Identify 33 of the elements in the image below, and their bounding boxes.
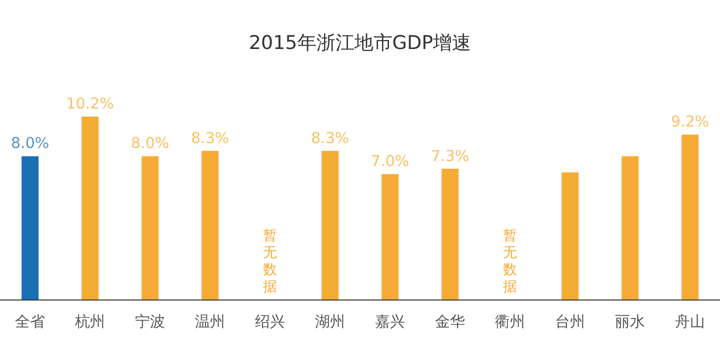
x-tick-label: 杭州 xyxy=(74,312,105,331)
bar xyxy=(682,134,699,300)
x-tick-label: 嘉兴 xyxy=(375,312,405,331)
bar xyxy=(82,116,99,300)
x-tick-label: 温州 xyxy=(195,312,225,331)
bar xyxy=(382,174,399,300)
annotation: 暂无数据 xyxy=(503,228,517,295)
bar xyxy=(142,156,159,300)
x-tick-label: 衢州 xyxy=(495,312,525,331)
bar xyxy=(202,150,219,300)
data-label: 8.0% xyxy=(11,134,50,152)
data-label: 8.3% xyxy=(311,128,350,147)
bar xyxy=(442,168,459,300)
x-tick-label: 台州 xyxy=(555,312,585,331)
bar xyxy=(562,172,579,300)
data-label: 9.2% xyxy=(671,112,710,131)
x-tick-label: 绍兴 xyxy=(255,312,285,331)
chart-title: 2015年浙江地市GDP增速 xyxy=(248,31,472,56)
data-label: 10.2% xyxy=(66,94,114,113)
x-tick-label: 金华 xyxy=(435,312,465,331)
x-tick-label: 丽水 xyxy=(615,312,645,331)
data-label: 7.0% xyxy=(371,152,410,170)
x-tick-label: 湖州 xyxy=(315,312,345,331)
annotation: 暂无数据 xyxy=(263,228,277,295)
bar xyxy=(322,150,339,300)
data-label: 8.0% xyxy=(131,134,170,152)
data-label: 8.3% xyxy=(191,128,230,147)
data-label: 7.3% xyxy=(431,146,470,165)
x-tick-label: 宁波 xyxy=(135,312,165,331)
bar xyxy=(22,156,39,300)
x-tick-label: 舟山 xyxy=(675,312,705,331)
x-tick-label: 全省 xyxy=(15,312,45,331)
bar xyxy=(622,156,639,300)
